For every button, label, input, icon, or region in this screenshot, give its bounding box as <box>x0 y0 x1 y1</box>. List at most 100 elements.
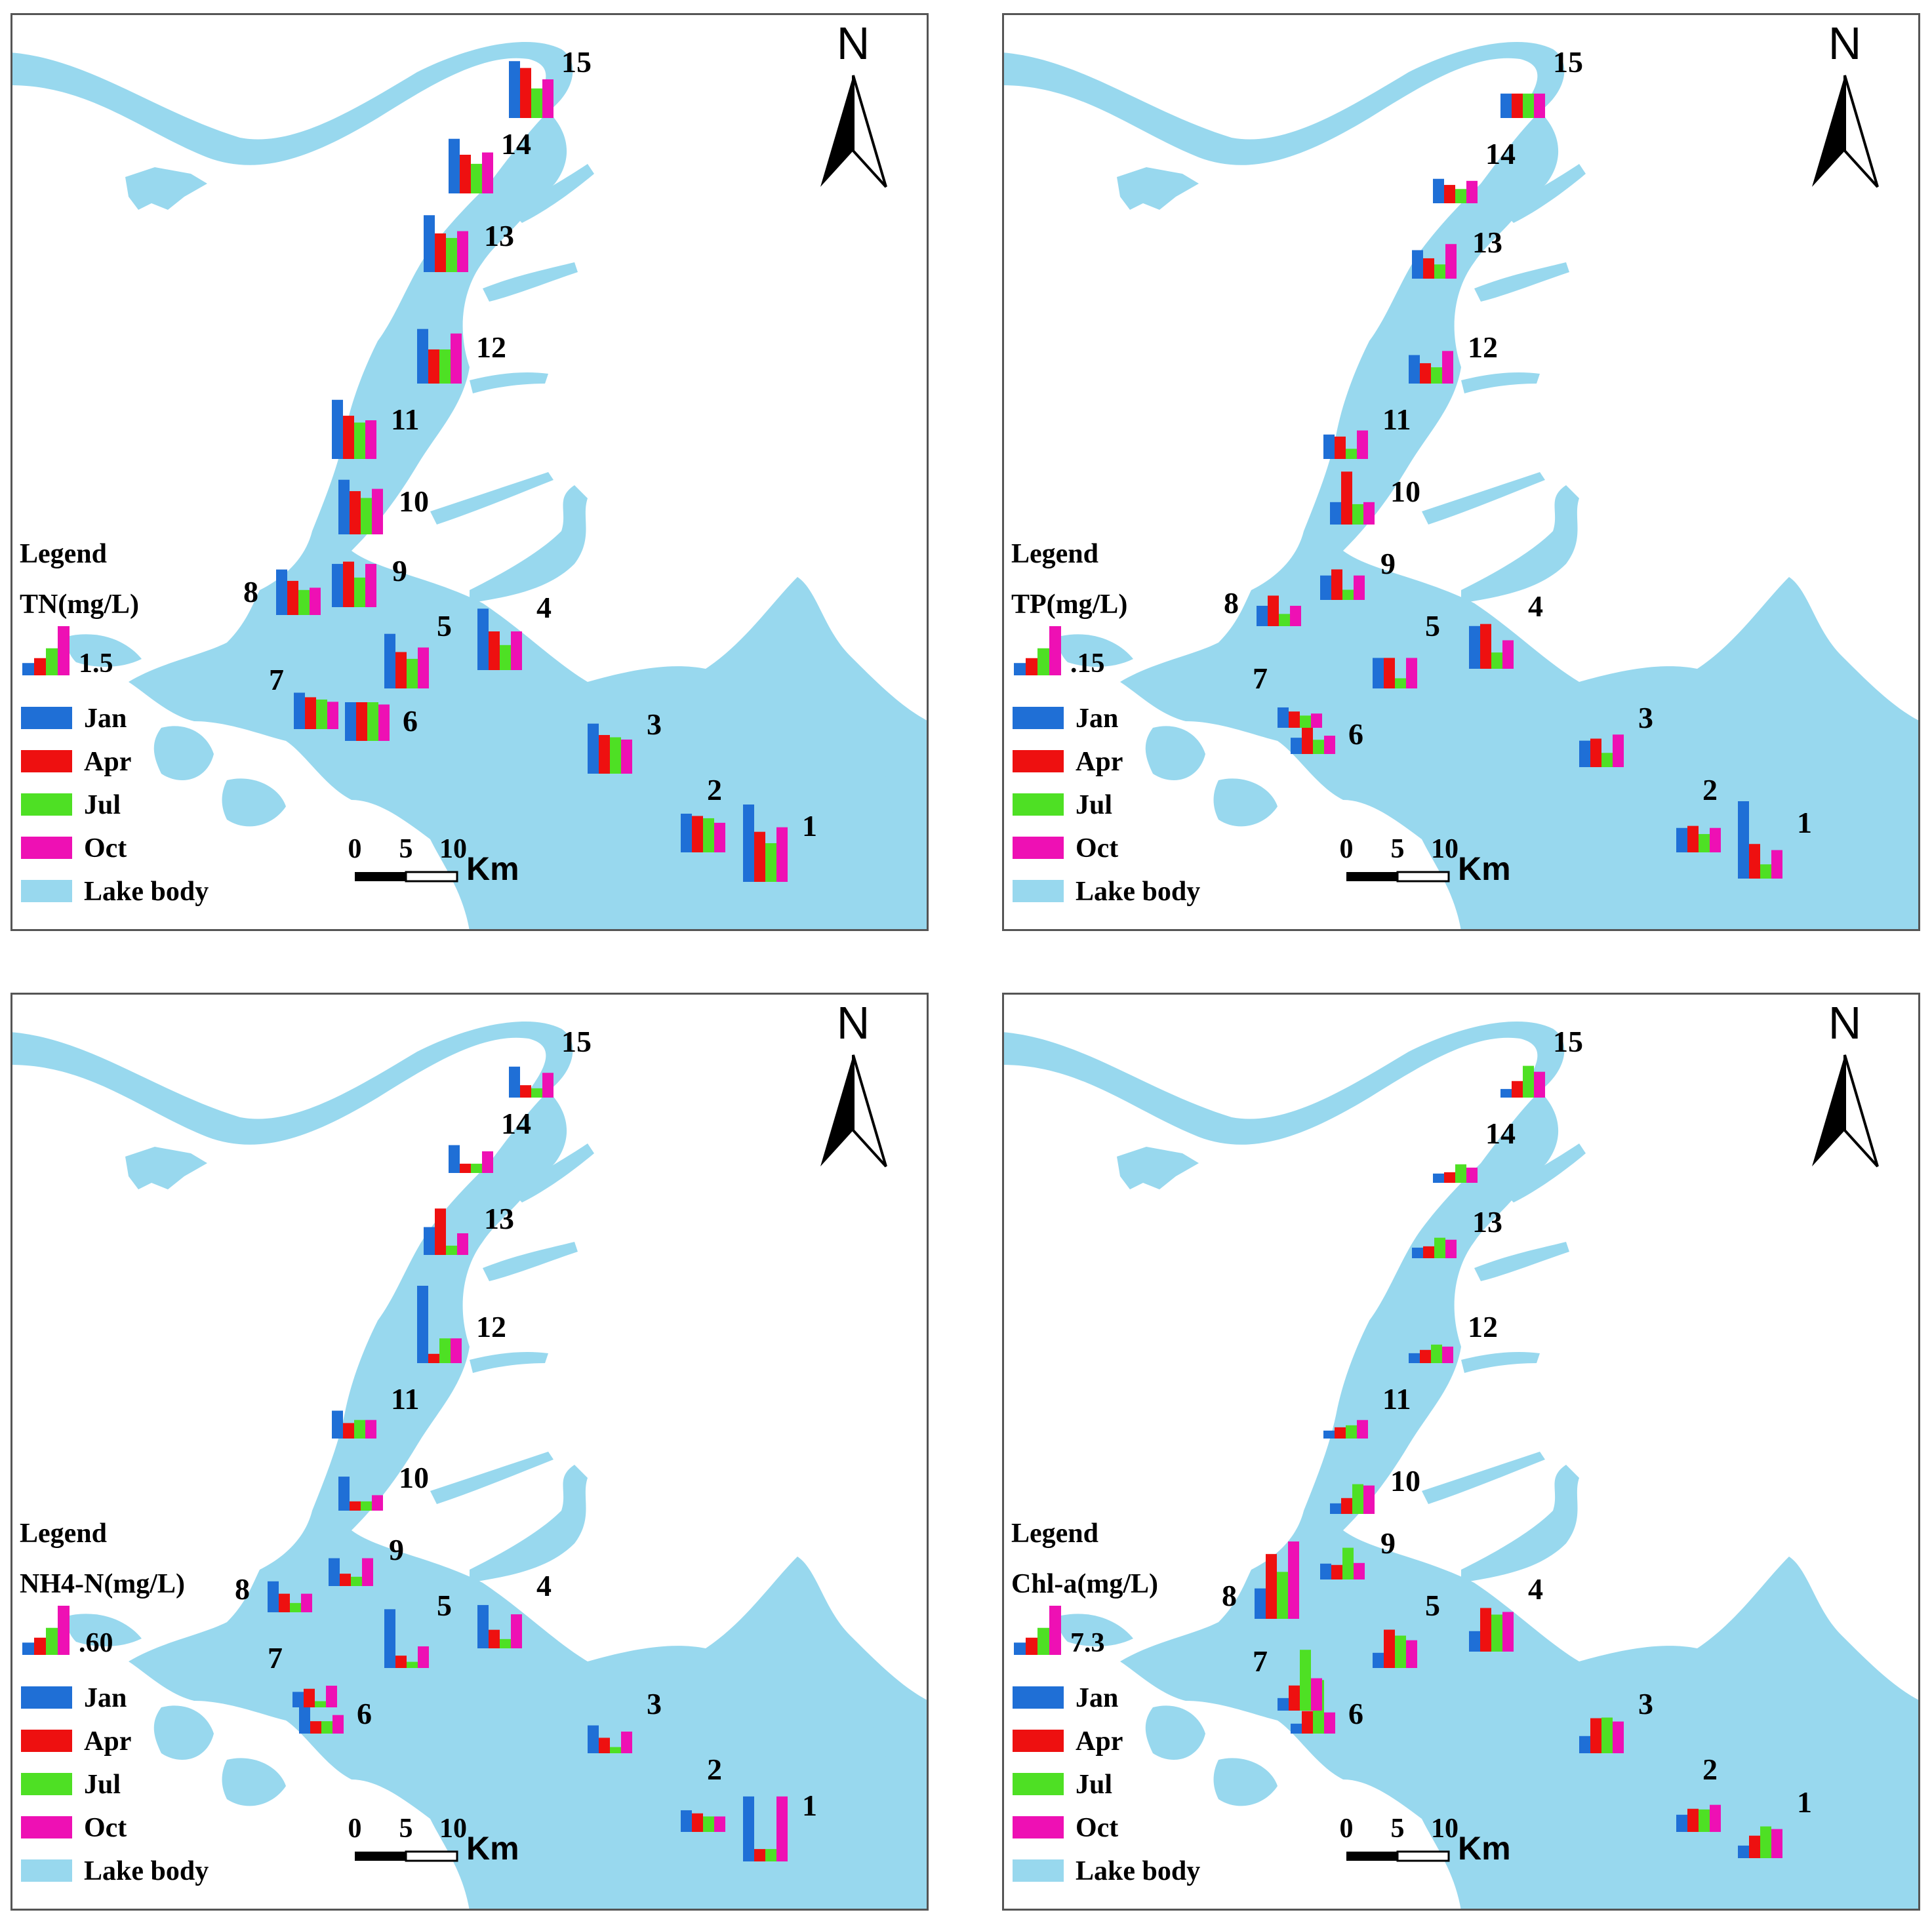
site-12-bar-jul <box>1431 367 1442 384</box>
site-4-bar-oct <box>1502 1612 1514 1652</box>
site-6-bar-apr <box>1302 727 1313 754</box>
site-8-label: 8 <box>1222 1579 1237 1612</box>
site-9-bar-jan <box>332 564 343 607</box>
site-2-chart: 2 <box>681 1753 725 1832</box>
legend-label-jan: Jan <box>84 704 127 734</box>
legend-swatch-jul <box>1013 1773 1064 1795</box>
site-2-bar-oct <box>714 822 725 852</box>
site-9-label: 9 <box>392 554 407 587</box>
site-12-bar-apr <box>1420 363 1431 384</box>
site-12-chart: 12 <box>417 328 506 384</box>
site-3-bar-oct <box>1613 1721 1624 1753</box>
site-4-bar-jan <box>477 1604 489 1648</box>
site-3-bar-oct <box>621 739 632 774</box>
site-9-chart: 9 <box>1320 1526 1396 1579</box>
north-arrow-right-half <box>1843 1054 1879 1168</box>
site-2-bar-jul <box>703 1816 714 1832</box>
site-4-bar-apr <box>1480 624 1491 669</box>
site-1-bar-oct <box>776 1796 788 1861</box>
north-arrow-left-half <box>820 1055 853 1166</box>
site-9-label: 9 <box>1380 1526 1396 1560</box>
site-11-bar-apr <box>343 416 354 459</box>
arm-finger-3 <box>1461 372 1540 393</box>
site-6-label: 6 <box>1348 1697 1363 1730</box>
legend-swatch-oct <box>1013 1816 1064 1838</box>
site-13-bar-apr <box>435 233 446 272</box>
site-3-bar-apr <box>1590 738 1601 767</box>
arm-finger-3 <box>1461 1352 1540 1373</box>
site-8-bar-jan <box>276 569 287 615</box>
site-8-bar-oct <box>1290 605 1301 626</box>
site-12-label: 12 <box>1468 1310 1498 1343</box>
site-12-bar-jul <box>439 349 451 384</box>
site-9-bar-apr <box>1331 569 1342 600</box>
legend-label-apr: Apr <box>1076 747 1123 777</box>
panel-frame <box>10 993 929 1911</box>
site-7-bar-apr <box>1289 711 1300 728</box>
site-1-bar-apr <box>1749 844 1760 879</box>
legend-swatch-oct <box>21 837 72 859</box>
site-11-label: 11 <box>391 1382 419 1416</box>
site-8-chart: 8 <box>243 569 321 615</box>
legend-reference-value: 1.5 <box>79 648 113 679</box>
site-7-label: 7 <box>268 1641 283 1675</box>
site-7-label: 7 <box>269 663 284 696</box>
site-2-bar-jul <box>1699 1809 1710 1832</box>
site-11-label: 11 <box>1382 1382 1411 1416</box>
legend-reference-bar-apr <box>34 658 46 675</box>
legend-swatch-apr <box>21 750 72 772</box>
site-14-bar-jan <box>449 1145 460 1173</box>
arm-finger-4 <box>1422 1452 1545 1504</box>
site-6-label: 6 <box>403 704 418 738</box>
scale-unit: Km <box>1458 1830 1511 1867</box>
site-4-bar-jan <box>477 608 489 670</box>
site-3-bar-jul <box>1601 753 1613 767</box>
site-12-bar-jan <box>1409 355 1420 384</box>
legend-reference-value: 7.3 <box>1070 1628 1105 1658</box>
site-3-chart: 3 <box>588 1687 662 1753</box>
site-4-chart: 4 <box>477 1569 552 1648</box>
arm-finger-4 <box>430 472 553 525</box>
site-5-bar-oct <box>1406 658 1417 688</box>
site-6-bar-jan <box>1291 1723 1302 1734</box>
arm-finger-3 <box>470 1352 548 1373</box>
legend-swatch-oct <box>21 1816 72 1838</box>
scale-segment-white <box>405 1850 458 1862</box>
site-15-bar-oct <box>1534 93 1545 118</box>
site-15-label: 15 <box>1553 45 1583 79</box>
north-label: N <box>837 18 870 69</box>
site-15-bar-apr <box>1512 93 1523 118</box>
site-2-chart: 2 <box>681 773 725 852</box>
site-2-label: 2 <box>1702 773 1718 806</box>
legend-swatch-jul <box>21 1773 72 1795</box>
legend-title: Legend <box>20 539 107 569</box>
legend-swatch-jan <box>21 707 72 729</box>
site-14-bar-apr <box>460 1163 471 1173</box>
panel-chla: 1 2 3 4 5 6 7 8 9 10 11 12 13 14 15 Legend Chl-a(mg/L) 7.… <box>1002 993 1920 1911</box>
site-5-bar-oct <box>418 647 429 688</box>
west-island-2 <box>1213 778 1278 827</box>
site-7-chart: 7 <box>1253 1644 1322 1711</box>
site-13-bar-oct <box>457 1233 468 1255</box>
panel-nh4: 1 2 3 4 5 6 7 8 9 10 11 12 13 14 15 Legend NH4-N(mg/L) .6… <box>10 993 929 1911</box>
site-1-bar-apr <box>754 831 765 882</box>
site-1-label: 1 <box>802 809 817 843</box>
site-6-bar-jul <box>367 702 378 741</box>
site-9-bar-oct <box>1354 575 1365 600</box>
site-4-bar-jul <box>500 645 511 670</box>
site-3-chart: 3 <box>1579 1687 1653 1753</box>
north-arrow-right-half <box>1843 75 1879 188</box>
site-1-bar-jan <box>743 1796 754 1861</box>
site-15-bar-apr <box>1512 1081 1523 1098</box>
site-5-bar-jan <box>1373 1652 1384 1668</box>
site-3-chart: 3 <box>1579 701 1653 767</box>
panel-frame <box>1002 13 1920 931</box>
site-11-bar-jan <box>332 1410 343 1439</box>
scale-tick-10: 10 <box>1431 1814 1459 1844</box>
site-15-label: 15 <box>1553 1025 1583 1058</box>
legend-swatch-jan <box>1013 707 1064 729</box>
site-7-bar-apr <box>304 1688 315 1707</box>
site-12-bar-oct <box>451 333 462 384</box>
site-1-chart: 1 <box>743 1789 817 1861</box>
